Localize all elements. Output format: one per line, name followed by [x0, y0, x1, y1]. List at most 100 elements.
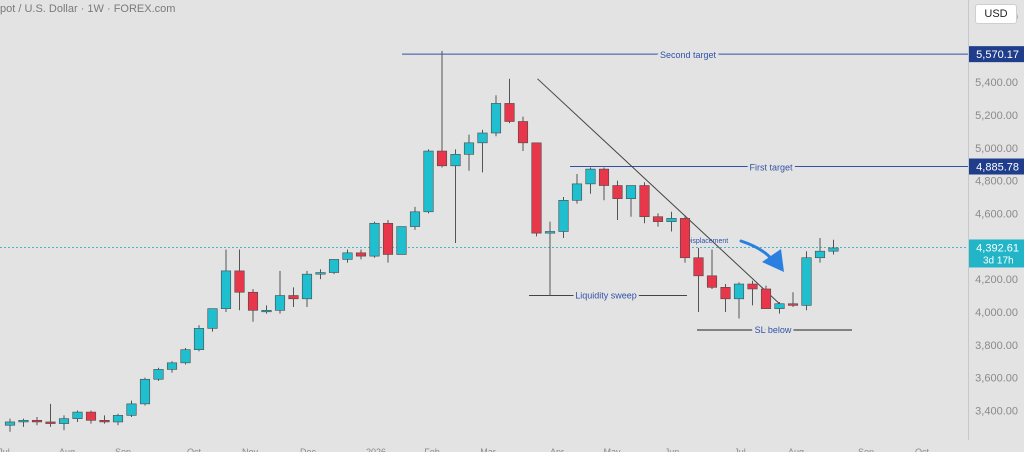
- candle-up: [801, 257, 812, 306]
- candle-down: [652, 216, 664, 222]
- candle-up: [423, 150, 434, 213]
- second-target-badge-value: 5,570.17: [976, 49, 1019, 61]
- y-tick-label: 5,000.00: [975, 143, 1018, 155]
- candle-up: [342, 252, 353, 260]
- candle-up: [139, 378, 151, 405]
- candle-up: [301, 273, 313, 300]
- x-tick-label: Apr: [550, 447, 564, 452]
- candle-down: [288, 295, 299, 300]
- y-tick-label: 3,600.00: [975, 373, 1018, 385]
- x-tick-label: Jul: [734, 447, 746, 452]
- candle-down: [517, 121, 529, 144]
- candle-down: [234, 270, 245, 293]
- y-tick-label: 4,200.00: [975, 274, 1018, 286]
- candle-up: [166, 362, 178, 370]
- x-tick-label: Jun: [665, 447, 680, 452]
- candle-down: [436, 150, 448, 167]
- second-target-badge: 5,570.17: [969, 46, 1024, 63]
- candle-down: [504, 103, 515, 122]
- candle-down: [85, 411, 97, 421]
- candle-up: [477, 132, 488, 144]
- candle-up: [315, 272, 326, 275]
- annotations: Liquidity sweep SL below Displacement: [529, 78, 852, 338]
- candle-up: [625, 185, 637, 199]
- candle-up: [409, 211, 421, 227]
- first-target-badge-value: 4,885.78: [976, 162, 1019, 174]
- candle-up: [558, 199, 569, 232]
- displacement-arrow-head: [762, 249, 784, 272]
- candle-down: [99, 419, 110, 423]
- candle-up: [774, 303, 785, 309]
- x-tick-label: Sep: [115, 447, 131, 452]
- candle-down: [706, 275, 718, 288]
- currency-button[interactable]: USD: [975, 4, 1017, 24]
- candle-up: [733, 283, 745, 300]
- x-tick-label: May: [603, 447, 621, 452]
- candle-down: [31, 419, 43, 423]
- candle-up: [126, 403, 137, 416]
- displacement-label: Displacement: [686, 238, 728, 245]
- y-tick-label: 4,800.00: [975, 176, 1018, 188]
- candle-up: [666, 218, 677, 222]
- candle-up: [274, 295, 286, 311]
- x-tick-label: Aug: [788, 447, 804, 452]
- candle-down: [612, 185, 623, 199]
- candle-up: [261, 309, 272, 313]
- candle-up: [207, 308, 218, 329]
- x-tick-label: 2026: [366, 447, 386, 452]
- chart-title: pot / U.S. Dollar · 1W · FOREX.com: [0, 3, 176, 15]
- candle-up: [814, 250, 826, 259]
- candle-down: [355, 252, 367, 257]
- candle-down: [760, 288, 772, 309]
- candle-down: [531, 142, 542, 234]
- candle-up: [153, 369, 164, 380]
- liquidity-sweep-label: Liquidity sweep: [575, 291, 637, 301]
- level-lines: Second target First target: [0, 48, 968, 248]
- candle-up: [396, 226, 407, 255]
- candle-up: [220, 270, 232, 309]
- candle-down: [679, 218, 691, 259]
- candle-up: [828, 247, 839, 252]
- x-tick-label: Oct: [915, 447, 930, 452]
- x-tick-label: Oct: [187, 447, 202, 452]
- x-tick-label: Nov: [242, 447, 259, 452]
- candle-up: [72, 411, 83, 419]
- y-tick-label: 3,800.00: [975, 340, 1018, 352]
- second-target-badge-bg: [969, 46, 1024, 63]
- current-price-badge-countdown: 3d 17h: [983, 255, 1014, 266]
- candle-up: [18, 419, 29, 423]
- candle-down: [45, 421, 56, 424]
- candle-up: [463, 142, 475, 155]
- candle-up: [585, 168, 596, 185]
- candle-up: [544, 231, 556, 234]
- x-tick-label: Sep: [858, 447, 874, 452]
- trend-line: [537, 78, 780, 305]
- candle-down: [720, 287, 731, 300]
- x-tick-label: Jul: [0, 447, 10, 452]
- candle-up: [369, 222, 380, 257]
- candle-down: [787, 303, 799, 306]
- first-target-badge: 4,885.78: [969, 158, 1024, 175]
- candle-up: [328, 259, 340, 273]
- y-tick-label: 4,000.00: [975, 307, 1018, 319]
- candle-down: [693, 257, 704, 277]
- candle-down: [247, 291, 259, 311]
- x-axis-labels: Jul Aug Sep Oct Nov Dec 2026 Feb Mar Apr May Jun Jul…: [0, 447, 929, 452]
- x-tick-label: Aug: [59, 447, 75, 452]
- candle-up: [4, 421, 16, 426]
- x-tick-label: Feb: [424, 447, 440, 452]
- x-tick-label: Mar: [480, 447, 496, 452]
- price-axis[interactable]: 5,800.005,400.005,200.005,000.004,800.00…: [975, 11, 1018, 417]
- candles: [4, 50, 839, 432]
- second-target-label: Second target: [660, 50, 717, 60]
- first-target-label: First target: [749, 163, 793, 173]
- current-price-badge-value: 4,392.61: [976, 242, 1019, 254]
- y-tick-label: 3,400.00: [975, 405, 1018, 417]
- y-tick-label: 5,400.00: [975, 77, 1018, 89]
- candle-up: [112, 415, 124, 423]
- candle-up: [180, 349, 191, 364]
